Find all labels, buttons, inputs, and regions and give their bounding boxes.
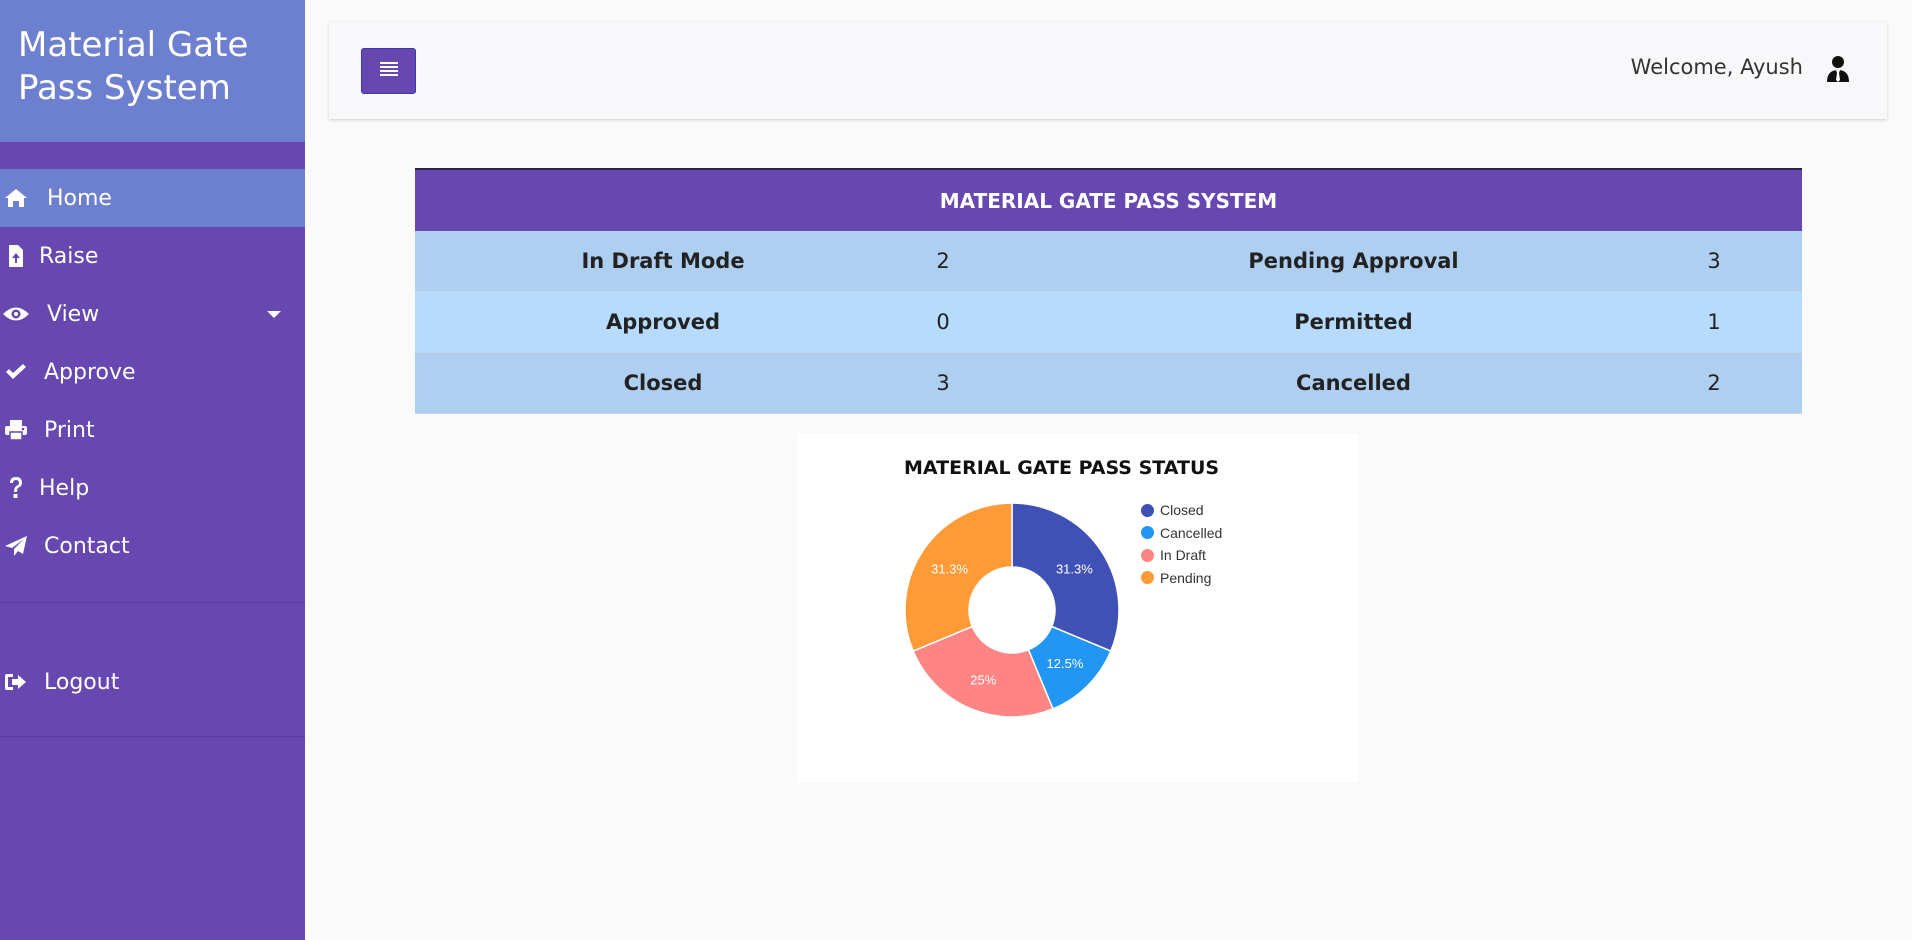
sign-out-icon	[0, 653, 32, 711]
app-title-line1: Material Gate	[18, 25, 249, 65]
status-count: 1	[1707, 310, 1721, 334]
summary-table-header: MATERIAL GATE PASS SYSTEM	[415, 168, 1802, 231]
status-label: Cancelled	[1296, 371, 1411, 395]
sidebar-item-raise[interactable]: Raise	[0, 227, 305, 285]
brand-header: Material Gate Pass System	[0, 0, 305, 142]
question-icon	[0, 459, 32, 517]
table-row: Approved 0 Permitted 1	[415, 292, 1802, 353]
sidebar-item-home[interactable]: Home	[0, 169, 305, 227]
table-row: Closed 3 Cancelled 2	[415, 353, 1802, 414]
donut-chart: 31.3% 12.5% 25% 31.3%	[904, 502, 1120, 718]
home-icon	[0, 169, 32, 227]
chevron-down-icon[interactable]	[267, 311, 281, 318]
status-count: 3	[936, 371, 950, 395]
user-icon[interactable]	[1825, 55, 1851, 83]
paper-plane-icon	[0, 517, 32, 575]
table-row: In Draft Mode 2 Pending Approval 3	[415, 231, 1802, 292]
slice-label: 12.5%	[1047, 656, 1084, 671]
legend-label: Pending	[1160, 569, 1212, 586]
pie-slice-cancelled	[1027, 625, 1112, 710]
legend-swatch	[1141, 503, 1154, 517]
sidebar-item-view[interactable]: View	[0, 285, 305, 343]
status-label: Approved	[605, 310, 721, 334]
status-count: 0	[936, 310, 950, 334]
check-icon	[0, 343, 32, 401]
file-upload-icon	[0, 227, 32, 285]
app-title-line2: Pass System	[18, 68, 231, 108]
sidebar-item-logout[interactable]: Logout	[0, 653, 305, 711]
legend-swatch	[1141, 548, 1154, 562]
sidebar: Material Gate Pass System Home Raise Vie…	[0, 0, 305, 940]
sidebar-divider	[0, 736, 305, 737]
summary-title: MATERIAL GATE PASS SYSTEM	[939, 188, 1278, 213]
sidebar-item-label: Help	[39, 475, 90, 501]
status-count: 2	[936, 249, 950, 273]
summary-table: MATERIAL GATE PASS SYSTEM In Draft Mode …	[415, 168, 1802, 414]
legend-swatch	[1141, 571, 1154, 585]
sidebar-item-label: Contact	[44, 533, 130, 559]
legend-item[interactable]: Closed	[1141, 499, 1222, 522]
chart-legend: Closed Cancelled In Draft Pending	[1141, 499, 1222, 589]
eye-icon	[0, 285, 32, 343]
pie-slice-closed	[1011, 502, 1120, 653]
sidebar-divider	[0, 602, 305, 603]
status-label: Permitted	[1294, 310, 1413, 334]
status-label: Pending Approval	[1248, 249, 1459, 273]
status-count: 2	[1707, 371, 1721, 395]
sidebar-item-label: View	[47, 301, 100, 327]
sidebar-item-approve[interactable]: Approve	[0, 343, 305, 401]
slice-label: 31.3%	[1056, 561, 1093, 576]
status-chart-card: MATERIAL GATE PASS STATUS 31.3% 12.5% 25% 3…	[797, 434, 1358, 782]
sidebar-item-label: Logout	[44, 669, 120, 695]
app-title: Material Gate Pass System	[18, 24, 287, 110]
status-label: In Draft Mode	[581, 249, 745, 273]
slice-label: 25%	[970, 672, 996, 687]
welcome-text: Welcome, Ayush	[1630, 55, 1803, 79]
legend-label: Closed	[1160, 502, 1204, 519]
legend-label: Cancelled	[1160, 524, 1223, 541]
sidebar-item-label: Raise	[39, 243, 99, 269]
sidebar-item-help[interactable]: Help	[0, 459, 305, 517]
legend-item[interactable]: Cancelled	[1141, 522, 1222, 545]
menu-toggle-button[interactable]	[361, 48, 416, 94]
legend-item[interactable]: Pending	[1141, 567, 1222, 590]
sidebar-item-contact[interactable]: Contact	[0, 517, 305, 575]
chart-title: MATERIAL GATE PASS STATUS	[904, 457, 1220, 479]
pie-slice-pending	[904, 502, 1013, 653]
list-icon	[379, 61, 398, 81]
status-count: 3	[1707, 249, 1721, 273]
sidebar-item-label: Print	[44, 417, 95, 443]
printer-icon	[0, 401, 32, 459]
sidebar-item-print[interactable]: Print	[0, 401, 305, 459]
legend-item[interactable]: In Draft	[1141, 544, 1222, 567]
sidebar-nav: Home Raise View Approve Print	[0, 169, 305, 575]
sidebar-item-label: Approve	[44, 359, 136, 385]
legend-label: In Draft	[1160, 547, 1206, 564]
status-label: Closed	[623, 371, 703, 395]
slice-label: 31.3%	[931, 561, 968, 576]
pie-slice-in-draft	[912, 625, 1054, 718]
legend-swatch	[1141, 526, 1154, 540]
top-header: Welcome, Ayush	[329, 22, 1887, 119]
sidebar-item-label: Home	[47, 185, 112, 211]
